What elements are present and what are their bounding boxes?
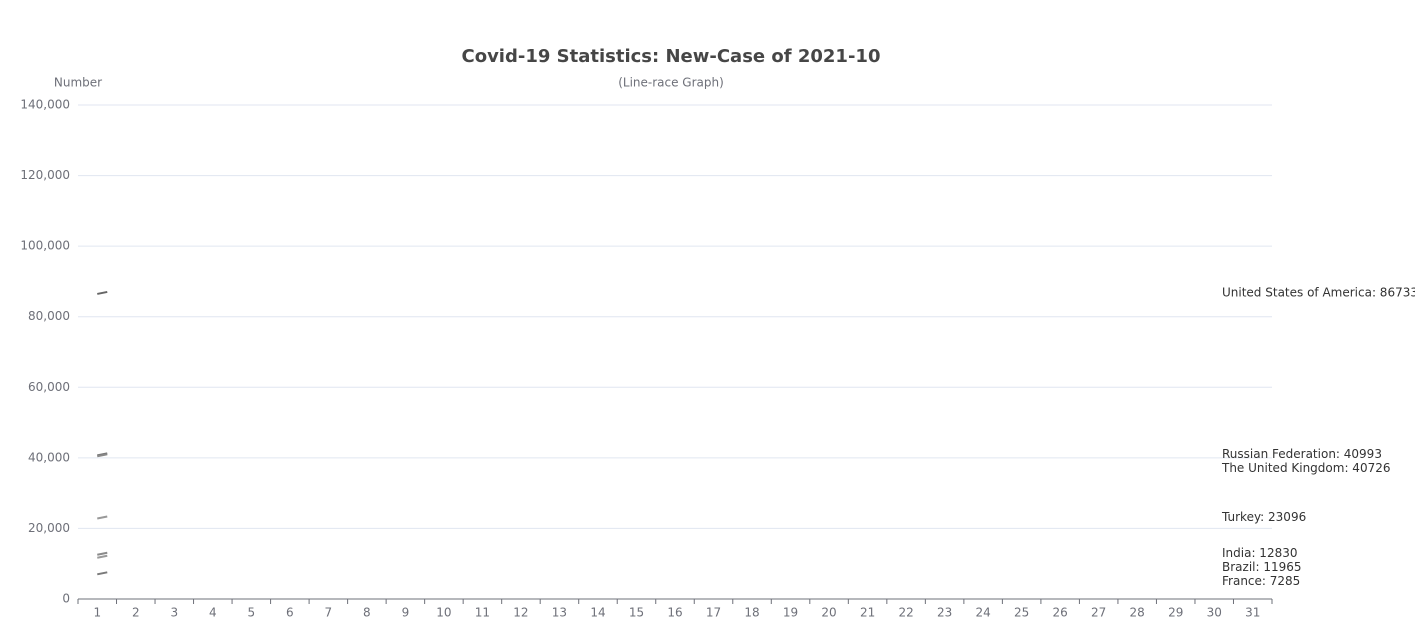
chart-title: Covid-19 Statistics: New-Case of 2021-10 <box>462 46 881 67</box>
x-tick-label: 5 <box>248 606 256 620</box>
y-axis-label: Number <box>54 76 102 90</box>
series-line <box>97 453 108 458</box>
y-tick-label: 60,000 <box>28 380 70 394</box>
x-tick-label: 14 <box>590 606 605 620</box>
x-tick-label: 19 <box>783 606 798 620</box>
x-tick-label: 1 <box>93 606 101 620</box>
x-tick-label: 31 <box>1245 606 1260 620</box>
x-tick-label: 9 <box>402 606 410 620</box>
x-tick-label: 22 <box>898 606 913 620</box>
x-tick-label: 8 <box>363 606 371 620</box>
x-tick-label: 21 <box>860 606 875 620</box>
x-tick-label: 2 <box>132 606 140 620</box>
y-tick-label: 0 <box>62 592 70 606</box>
x-tick-label: 15 <box>629 606 644 620</box>
end-label: France: 7285 <box>1222 574 1300 588</box>
x-tick-label: 11 <box>475 606 490 620</box>
end-label: Turkey: 23096 <box>1221 510 1306 524</box>
chart-subtitle: (Line-race Graph) <box>618 76 724 90</box>
y-tick-label: 80,000 <box>28 309 70 323</box>
y-tick-label: 140,000 <box>20 98 70 112</box>
end-label: Russian Federation: 40993 <box>1222 447 1382 461</box>
series-line <box>97 551 108 556</box>
end-label: Brazil: 11965 <box>1222 560 1302 574</box>
x-tick-label: 24 <box>975 606 990 620</box>
x-tick-label: 30 <box>1207 606 1222 620</box>
x-tick-label: 20 <box>821 606 836 620</box>
x-tick-label: 29 <box>1168 606 1183 620</box>
x-tick-label: 12 <box>513 606 528 620</box>
x-tick-label: 6 <box>286 606 294 620</box>
x-tick-label: 4 <box>209 606 217 620</box>
x-tick-label: 13 <box>552 606 567 620</box>
end-label: United States of America: 86733 <box>1222 285 1415 299</box>
y-tick-label: 40,000 <box>28 450 70 464</box>
x-tick-label: 7 <box>325 606 333 620</box>
x-tick-label: 25 <box>1014 606 1029 620</box>
x-tick-label: 27 <box>1091 606 1106 620</box>
series-line <box>97 515 108 520</box>
x-tick-label: 28 <box>1130 606 1145 620</box>
end-label: The United Kingdom: 40726 <box>1221 461 1390 475</box>
y-tick-label: 100,000 <box>20 239 70 253</box>
series-line <box>97 290 108 295</box>
y-tick-label: 120,000 <box>20 168 70 182</box>
y-tick-label: 20,000 <box>28 521 70 535</box>
x-tick-label: 10 <box>436 606 451 620</box>
series-line <box>97 571 108 576</box>
x-tick-label: 3 <box>170 606 178 620</box>
x-tick-label: 16 <box>667 606 682 620</box>
x-tick-label: 23 <box>937 606 952 620</box>
x-tick-label: 17 <box>706 606 721 620</box>
x-tick-label: 18 <box>744 606 759 620</box>
x-tick-label: 26 <box>1053 606 1068 620</box>
end-label: India: 12830 <box>1222 546 1297 560</box>
series-line <box>97 554 108 559</box>
